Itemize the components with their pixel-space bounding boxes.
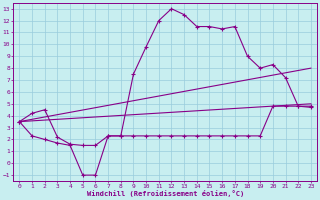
X-axis label: Windchill (Refroidissement éolien,°C): Windchill (Refroidissement éolien,°C) — [86, 190, 244, 197]
